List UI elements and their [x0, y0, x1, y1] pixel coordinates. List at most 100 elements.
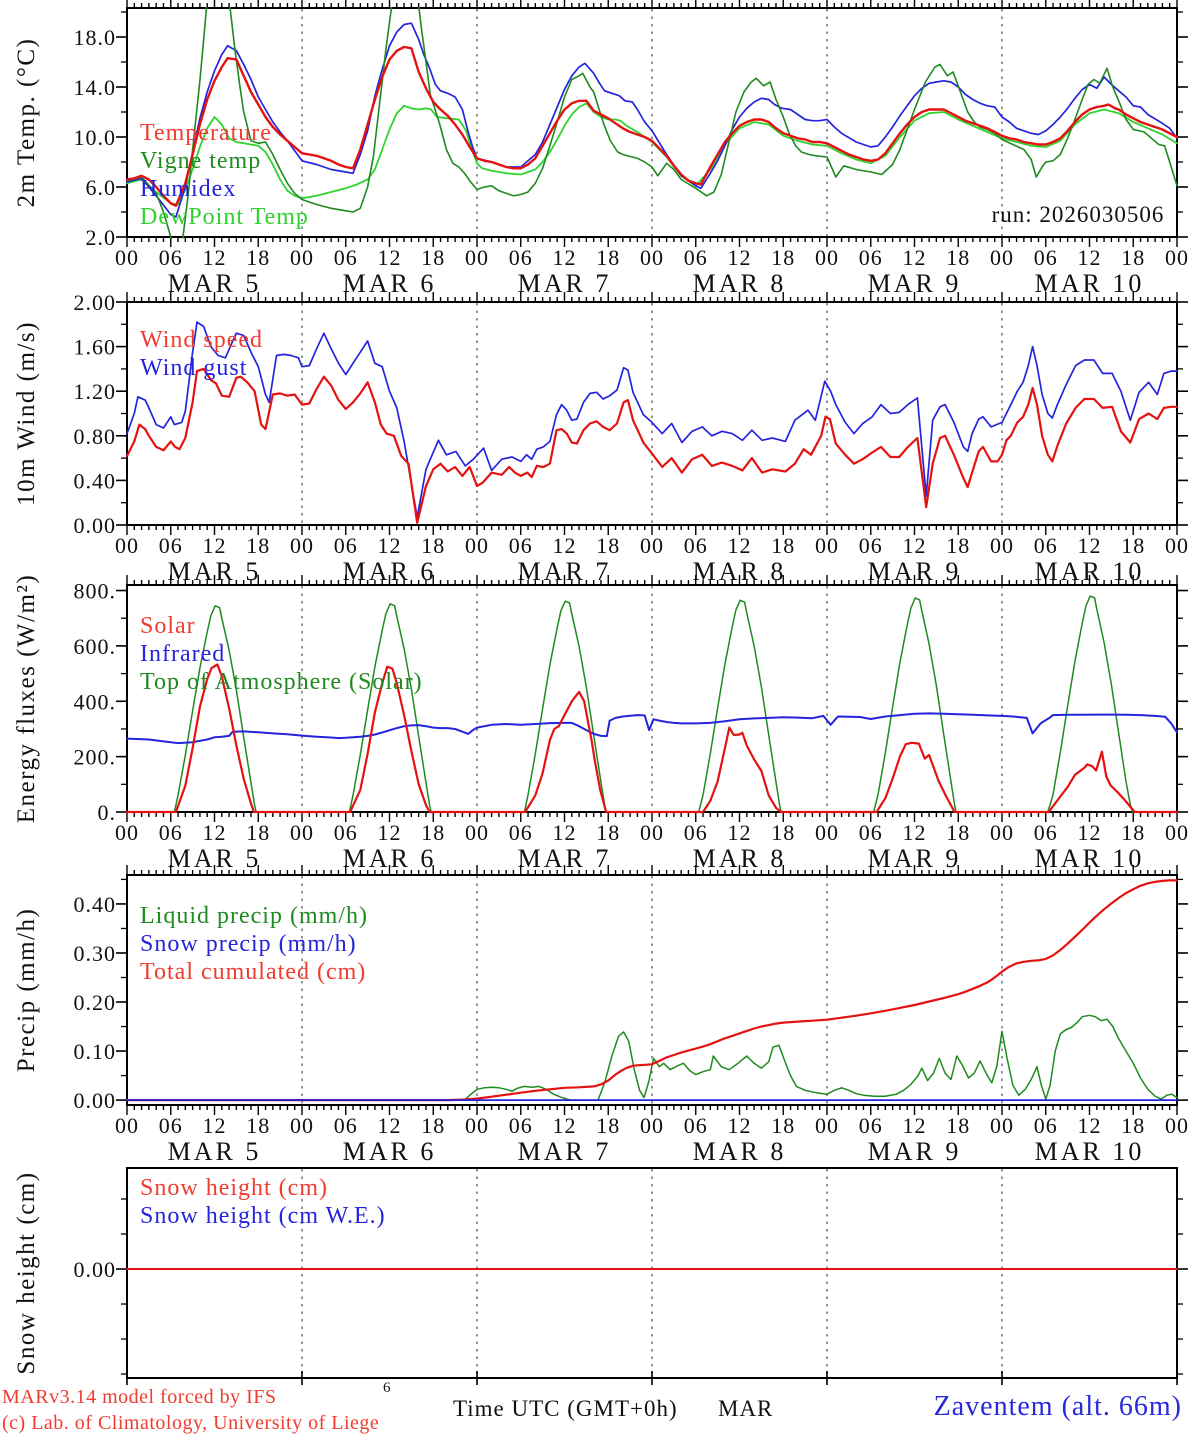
y-tick-label: 2.00 [74, 290, 117, 315]
hour-label: 12 [903, 1113, 927, 1138]
hour-label: 12 [378, 820, 402, 845]
hour-label: 06 [859, 820, 883, 845]
legend-temperature-1: Vigne temp [140, 148, 261, 174]
annotation-run-label: run: 2026030506 [992, 202, 1165, 227]
hour-label: 12 [203, 245, 227, 270]
y-tick-label: 1.60 [74, 335, 117, 360]
hour-label: 00 [815, 245, 839, 270]
footer-xaxis-title: Time UTC (GMT+0h) [453, 1396, 678, 1421]
hour-label: 00 [815, 820, 839, 845]
legend-energy-2: Top of Atmosphere (Solar) [140, 669, 423, 695]
hour-label: 12 [203, 533, 227, 558]
hour-label: 00 [465, 533, 489, 558]
y-tick-label: 14.0 [74, 75, 117, 100]
hour-label: 12 [728, 245, 752, 270]
y-tick-label: 0.40 [74, 468, 117, 493]
y-tick-label: 0.00 [74, 513, 117, 538]
hour-label: 00 [115, 820, 139, 845]
series-solar [126, 663, 1178, 814]
hour-label: 06 [159, 245, 183, 270]
hour-label: 06 [509, 820, 533, 845]
day-label: MAR 6 [343, 844, 437, 873]
hour-label: 12 [903, 820, 927, 845]
hour-label: 00 [115, 533, 139, 558]
y-tick-label: 400. [74, 689, 117, 714]
series-humidex [126, 22, 1178, 218]
day-label: MAR 7 [518, 269, 612, 298]
hour-label: 18 [1121, 533, 1145, 558]
hour-label: 00 [815, 1113, 839, 1138]
hour-label: 18 [1121, 245, 1145, 270]
hour-label: 18 [946, 245, 970, 270]
hour-label: 06 [334, 533, 358, 558]
y-tick-label: 600. [74, 634, 117, 659]
legend-precip-2: Total cumulated (cm) [140, 959, 366, 985]
y-tick-label: 0.40 [74, 892, 117, 917]
day-label: MAR 10 [1035, 1137, 1145, 1166]
y-axis-title-precip: Precip (mm/h) [13, 908, 40, 1073]
hour-label: 06 [1034, 820, 1058, 845]
hour-label: 12 [553, 820, 577, 845]
series-vigne-temp [126, 7, 1178, 239]
hour-label: 00 [290, 1113, 314, 1138]
hour-label: 06 [859, 1113, 883, 1138]
y-tick-label: 1.20 [74, 379, 117, 404]
hour-label: 12 [1078, 820, 1102, 845]
hour-label: 06 [334, 820, 358, 845]
hour-label: 00 [465, 820, 489, 845]
series-temperature [126, 45, 1178, 208]
hour-label: 18 [246, 245, 270, 270]
legend-temperature-3: DewPoint Temp [140, 204, 309, 230]
hour-label: 00 [290, 820, 314, 845]
hour-label: 18 [596, 533, 620, 558]
hour-label: 06 [684, 533, 708, 558]
hour-label: 06 [1034, 245, 1058, 270]
hour-label: 18 [246, 820, 270, 845]
hour-label: 12 [903, 245, 927, 270]
hour-label: 18 [1121, 820, 1145, 845]
hour-label: 18 [946, 533, 970, 558]
footer-model-credit-line1: MARv3.14 model forced by IFS [2, 1386, 277, 1408]
hour-label: 00 [115, 245, 139, 270]
hour-label: 00 [640, 1113, 664, 1138]
day-label: MAR 6 [343, 269, 437, 298]
series-wind-gust [126, 321, 1178, 519]
hour-label: 12 [378, 533, 402, 558]
day-label: MAR 7 [518, 844, 612, 873]
series-wind-speed [126, 367, 1178, 524]
y-tick-label: 200. [74, 745, 117, 770]
hour-label: 00 [640, 820, 664, 845]
hour-label: 06 [509, 1113, 533, 1138]
legend-temperature-2: Humidex [140, 176, 236, 202]
footer-month-label: MAR [718, 1396, 774, 1421]
day-label: MAR 9 [868, 269, 962, 298]
day-label: MAR 8 [693, 844, 787, 873]
legend-wind-1: Wind gust [140, 355, 247, 381]
legend-temperature-0: Temperature [140, 120, 272, 146]
hour-label: 00 [990, 533, 1014, 558]
hour-label: 06 [684, 1113, 708, 1138]
hour-label: 12 [378, 1113, 402, 1138]
y-tick-label: 0. [98, 800, 117, 825]
hour-label: 06 [1034, 533, 1058, 558]
y-axis-title-wind: 10m Wind (m/s) [13, 321, 40, 506]
hour-label: 06 [859, 533, 883, 558]
hour-label: 18 [421, 245, 445, 270]
hour-label: 18 [596, 245, 620, 270]
footer-station-label: Zaventem (alt. 66m) [933, 1391, 1182, 1422]
legend-wind-0: Wind speed [140, 327, 263, 353]
y-tick-label: 0.10 [74, 1039, 117, 1064]
day-label: MAR 10 [1035, 844, 1145, 873]
day-label: MAR 8 [693, 269, 787, 298]
day-label: MAR 7 [518, 1137, 612, 1166]
y-tick-label: 0.30 [74, 941, 117, 966]
hour-label: 18 [1121, 1113, 1145, 1138]
y-tick-label: 10.0 [74, 125, 117, 150]
hour-label: 18 [246, 1113, 270, 1138]
hour-label: 18 [771, 245, 795, 270]
y-tick-label: 0.00 [74, 1257, 117, 1282]
series-dewpoint-temp [126, 102, 1178, 206]
legend-energy-0: Solar [140, 613, 196, 639]
day-label: MAR 5 [168, 844, 262, 873]
